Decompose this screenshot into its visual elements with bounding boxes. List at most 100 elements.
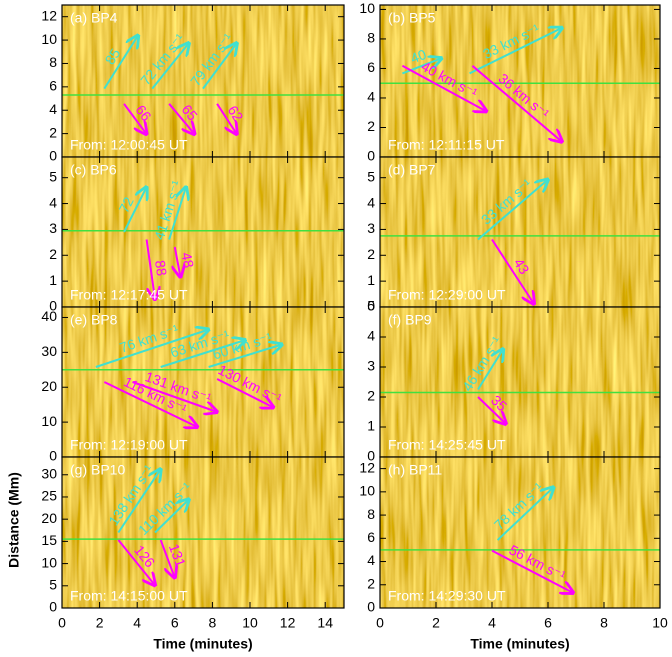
y-tick-label: 8 — [367, 30, 375, 46]
velocity-arrow — [123, 103, 147, 134]
panel-annotation: From: 12:19:00 UT — [70, 437, 188, 453]
y-tick-label: 0 — [367, 298, 375, 314]
image — [62, 457, 344, 608]
plot-frame — [379, 456, 661, 609]
panel-title: (g) BP10 — [70, 462, 125, 478]
y-tick-label: 10 — [359, 483, 375, 499]
velocity-arrow — [477, 349, 503, 391]
x-tick-label: 6 — [171, 615, 179, 631]
panel-annotation: From: 14:15:00 UT — [70, 588, 188, 604]
x-tick-label: 2 — [96, 615, 104, 631]
velocity-arrow — [145, 239, 155, 300]
y-tick-label: 30 — [41, 343, 57, 359]
y-tick-label: 15 — [41, 532, 57, 548]
velocity-arrow — [208, 345, 282, 368]
velocity-arrow — [202, 43, 237, 90]
y-tick-label: 5 — [367, 298, 375, 314]
y-tick-label: 10 — [41, 31, 57, 47]
velocity-arrow — [402, 58, 441, 75]
velocity-label: 48 — [178, 251, 197, 269]
y-tick-label: 4 — [367, 89, 375, 105]
velocity-label: 40 — [408, 46, 429, 67]
velocity-arrow — [117, 469, 160, 534]
y-tick-label: 25 — [41, 488, 57, 504]
panel-annotation: From: 12:11:15 UT — [388, 137, 505, 153]
y-tick-label: 6 — [367, 529, 375, 545]
y-tick-label: 1 — [367, 272, 375, 288]
y-tick-label: 4 — [49, 101, 57, 117]
y-axis-label: Distance (Mm) — [6, 472, 22, 568]
velocity-arrow — [175, 246, 181, 277]
panel-annotation: From: 12:29:00 UT — [388, 287, 506, 303]
velocity-arrow — [496, 487, 554, 541]
velocity-arrow — [491, 549, 573, 593]
velocity-label: 131 — [166, 542, 189, 570]
velocity-arrow — [401, 64, 486, 112]
y-tick-label: 3 — [367, 220, 375, 236]
y-tick-label: 2 — [49, 246, 57, 262]
image — [380, 307, 660, 457]
velocity-arrow — [95, 330, 209, 368]
panel-title: (e) BP8 — [70, 312, 118, 328]
panel-title: (c) BP6 — [70, 162, 117, 178]
y-tick-label: 0 — [49, 298, 57, 314]
x-tick-label: 4 — [133, 615, 141, 631]
y-tick-label: 5 — [49, 168, 57, 184]
velocity-arrow — [103, 381, 197, 427]
velocity-arrow — [151, 43, 189, 90]
y-tick-label: 0 — [367, 448, 375, 464]
panel-annotation: From: 12:17:45 UT — [70, 287, 188, 303]
velocity-arrow — [216, 103, 237, 134]
y-tick-label: 2 — [367, 388, 375, 404]
velocity-label: 62 — [225, 103, 247, 125]
x-tick-label: 0 — [376, 615, 384, 631]
y-tick-label: 40 — [41, 308, 57, 324]
panel-title: (h) BP11 — [388, 462, 442, 478]
x-tick-label: 8 — [209, 615, 217, 631]
y-tick-label: 20 — [41, 510, 57, 526]
y-tick-label: 0 — [367, 148, 375, 164]
y-tick-label: 10 — [41, 413, 57, 429]
x-axis-label: Time (minutes) — [470, 636, 569, 652]
velocity-arrow — [477, 180, 548, 241]
x-tick-label: 14 — [317, 615, 333, 631]
x-tick-label: 6 — [544, 615, 552, 631]
velocity-arrow — [117, 539, 155, 585]
y-tick-label: 2 — [367, 246, 375, 262]
y-tick-label: 4 — [49, 194, 57, 210]
velocity-label: 43 — [511, 255, 533, 277]
velocity-arrow — [123, 187, 147, 233]
panel-title: (b) BP5 — [388, 10, 436, 26]
velocity-arrow — [469, 28, 562, 75]
velocity-arrow — [154, 499, 189, 534]
image — [380, 457, 660, 608]
panel-title: (a) BP4 — [70, 10, 118, 26]
y-tick-label: 4 — [367, 552, 375, 568]
panel-annotation: From: 14:25:45 UT — [388, 437, 506, 453]
velocity-arrow — [477, 396, 506, 424]
y-tick-label: 0 — [49, 599, 57, 615]
y-tick-label: 6 — [367, 59, 375, 75]
y-tick-label: 0 — [49, 148, 57, 164]
y-tick-label: 0 — [49, 448, 57, 464]
x-tick-label: 4 — [488, 615, 496, 631]
y-tick-label: 2 — [49, 124, 57, 140]
velocity-label: 85 — [102, 45, 124, 67]
y-tick-label: 5 — [367, 168, 375, 184]
y-tick-label: 0 — [367, 599, 375, 615]
y-tick-label: 1 — [367, 418, 375, 434]
y-tick-label: 3 — [367, 358, 375, 374]
velocity-arrow — [160, 340, 246, 368]
panel-title: (d) BP7 — [388, 162, 436, 178]
velocity-arrow — [216, 378, 273, 408]
panel-annotation: From: 12:00:45 UT — [70, 137, 188, 153]
y-tick-label: 1 — [49, 272, 57, 288]
y-tick-label: 2 — [367, 575, 375, 591]
y-tick-label: 30 — [41, 465, 57, 481]
y-tick-label: 4 — [367, 328, 375, 344]
y-tick-label: 8 — [367, 506, 375, 522]
y-tick-label: 4 — [367, 194, 375, 210]
y-tick-label: 5 — [49, 576, 57, 592]
velocity-label: 72 — [115, 194, 136, 215]
